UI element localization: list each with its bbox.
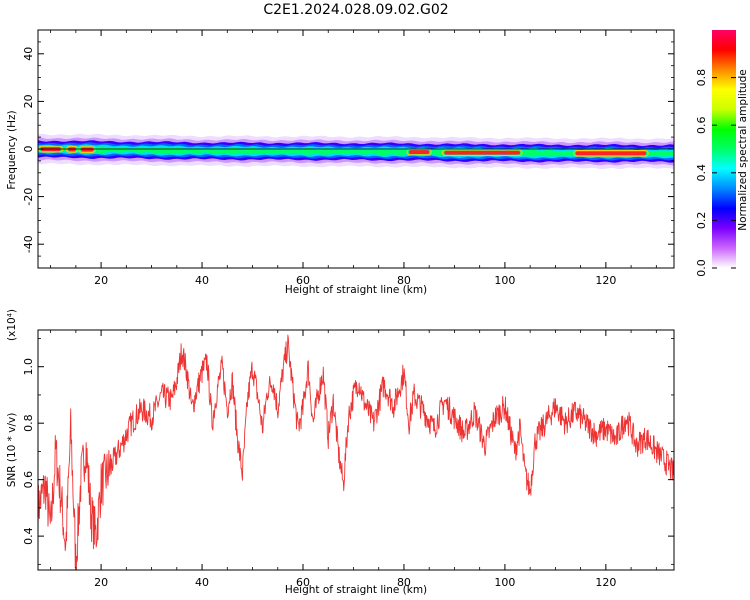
snr-y-label: SNR (10 * v/v) <box>6 413 18 488</box>
y-tick-label: -20 <box>22 188 35 206</box>
spectrogram-peak <box>80 147 94 152</box>
snr-series-line <box>38 334 674 570</box>
spectrogram-band <box>38 133 674 170</box>
x-tick-label: 80 <box>397 576 411 589</box>
x-tick-label: 40 <box>195 274 209 287</box>
colorbar-ticks: 0.0 0.2 0.4 0.6 0.8 <box>695 69 736 277</box>
snr-y-ticks: 0.4 0.6 0.8 1.0 <box>22 338 674 565</box>
snr-x-label: Height of straight line (km) <box>285 584 427 596</box>
colorbar-gradient <box>712 30 736 268</box>
colorbar-label: Normalized spectral amplitude <box>737 69 749 230</box>
x-tick-label: 60 <box>296 576 310 589</box>
x-tick-label: 20 <box>94 576 108 589</box>
y-tick-label: 0.4 <box>22 527 35 545</box>
colorbar-tick-label: 0.0 <box>695 259 708 277</box>
spectrogram-peak-halo <box>78 146 97 153</box>
spectrogram-x-ticks: 20 40 60 80 100 120 <box>50 30 657 287</box>
y-tick-label: 0.8 <box>22 414 35 432</box>
y-tick-label: 20 <box>22 94 35 108</box>
spectrogram-y-label: Frequency (Hz) <box>6 110 18 189</box>
figure-title: C2E1.2024.028.09.02.G02 <box>263 2 448 18</box>
colorbar-tick-label: 0.4 <box>695 164 708 182</box>
colorbar-tick-label: 0.8 <box>695 69 708 87</box>
x-tick-label: 40 <box>195 576 209 589</box>
x-tick-label: 100 <box>494 576 515 589</box>
y-tick-label: -40 <box>22 235 35 253</box>
snr-x-ticks: 20 40 60 80 100 120 <box>50 330 657 589</box>
colorbar: 0.0 0.2 0.4 0.6 0.8 Normalized spectral ampl… <box>695 30 749 277</box>
snr-panel: 20 40 60 80 100 120 0.4 0.6 0.8 1.0 Height of st… <box>6 309 675 596</box>
spectrogram-x-label: Height of straight line (km) <box>285 284 427 296</box>
spectrogram-peak-halo <box>573 149 649 157</box>
x-tick-label: 80 <box>397 274 411 287</box>
snr-frame <box>37 329 675 571</box>
x-tick-label: 120 <box>595 576 616 589</box>
spectrogram-y-ticks: -40 -20 0 20 40 <box>22 29 674 269</box>
spectrogram-peak <box>444 150 521 155</box>
spectrogram-peak <box>575 151 647 156</box>
snr-plot-area <box>38 330 674 570</box>
x-tick-label: 100 <box>494 274 515 287</box>
snr-y-multiplier: (x10⁴) <box>6 309 18 341</box>
x-tick-label: 60 <box>296 274 310 287</box>
y-tick-label: 0 <box>22 146 35 153</box>
y-tick-label: 0.6 <box>22 471 35 489</box>
spectrogram-peak-halo <box>441 149 523 157</box>
spectrogram-peak <box>409 150 430 154</box>
y-tick-label: 1.0 <box>22 358 35 376</box>
colorbar-tick-label: 0.2 <box>695 212 708 230</box>
x-tick-label: 20 <box>94 274 108 287</box>
x-tick-label: 120 <box>595 274 616 287</box>
spectrogram-panel: 20 40 60 80 100 120 -40 -20 0 20 40 Height of str… <box>6 29 675 296</box>
colorbar-tick-label: 0.6 <box>695 116 708 134</box>
y-tick-label: 40 <box>22 47 35 61</box>
